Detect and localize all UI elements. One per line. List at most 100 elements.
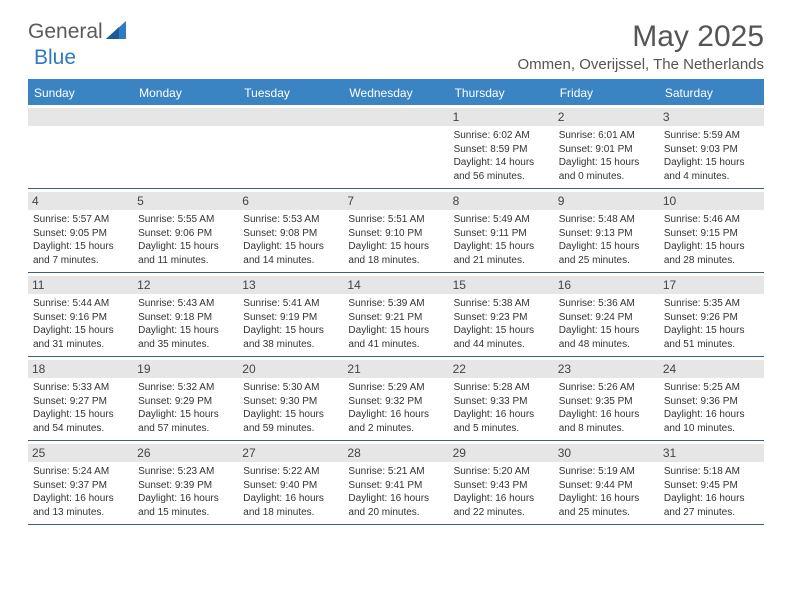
day-info: Sunrise: 6:02 AMSunset: 8:59 PMDaylight:… [454, 129, 549, 183]
day-info: Sunrise: 5:49 AMSunset: 9:11 PMDaylight:… [454, 213, 549, 267]
day-cell [28, 105, 133, 189]
day-number-empty [343, 108, 448, 126]
day-cell: 23Sunrise: 5:26 AMSunset: 9:35 PMDayligh… [554, 357, 659, 441]
day-info: Sunrise: 5:32 AMSunset: 9:29 PMDaylight:… [138, 381, 233, 435]
day-cell [238, 105, 343, 189]
logo-text-general: General [28, 20, 103, 44]
dow-sunday: Sunday [28, 81, 133, 105]
dow-friday: Friday [554, 81, 659, 105]
logo-triangle-icon [106, 21, 126, 44]
day-number: 23 [554, 360, 659, 378]
day-cell: 14 Sunrise: 5:39 AMSunset: 9:21 PMDayligh… [343, 273, 448, 357]
day-info: Sunrise: 5:22 AMSunset: 9:40 PMDaylight:… [243, 465, 338, 519]
day-cell: 8 Sunrise: 5:49 AMSunset: 9:11 PMDaylight… [449, 189, 554, 273]
day-info: Sunrise: 5:20 AMSunset: 9:43 PMDaylight:… [454, 465, 549, 519]
day-cell: 26 Sunrise: 5:23 AMSunset: 9:39 PMDayligh… [133, 441, 238, 525]
day-cell: 18Sunrise: 5:33 AMSunset: 9:27 PMDayligh… [28, 357, 133, 441]
day-cell: 13 Sunrise: 5:41 AMSunset: 9:19 PMDayligh… [238, 273, 343, 357]
day-number: 2 [554, 108, 659, 126]
day-cell: 24 Sunrise: 5:25 AMSunset: 9:36 PMDayligh… [659, 357, 764, 441]
day-info: Sunrise: 5:29 AMSunset: 9:32 PMDaylight:… [348, 381, 443, 435]
day-number: 4 [28, 192, 133, 210]
calendar: SundayMondayTuesdayWednesdayThursdayFrid… [28, 79, 764, 525]
day-cell: 27 Sunrise: 5:22 AMSunset: 9:40 PMDayligh… [238, 441, 343, 525]
day-cell: 22 Sunrise: 5:28 AMSunset: 9:33 PMDayligh… [449, 357, 554, 441]
title-block: May 2025 Ommen, Overijssel, The Netherla… [518, 20, 764, 73]
day-cell: 4Sunrise: 5:57 AMSunset: 9:05 PMDaylight… [28, 189, 133, 273]
day-info: Sunrise: 5:59 AMSunset: 9:03 PMDaylight:… [664, 129, 759, 183]
day-number: 17 [659, 276, 764, 294]
day-info: Sunrise: 5:46 AMSunset: 9:15 PMDaylight:… [664, 213, 759, 267]
day-number: 16 [554, 276, 659, 294]
day-number-empty [28, 108, 133, 126]
week-row: 18Sunrise: 5:33 AMSunset: 9:27 PMDayligh… [28, 357, 764, 441]
day-info: Sunrise: 5:35 AMSunset: 9:26 PMDaylight:… [664, 297, 759, 351]
day-cell: 21 Sunrise: 5:29 AMSunset: 9:32 PMDayligh… [343, 357, 448, 441]
week-row: 1 Sunrise: 6:02 AMSunset: 8:59 PMDaylight… [28, 105, 764, 189]
day-info: Sunrise: 5:23 AMSunset: 9:39 PMDaylight:… [138, 465, 233, 519]
logo-text-blue: Blue [34, 46, 76, 70]
day-cell: 11Sunrise: 5:44 AMSunset: 9:16 PMDayligh… [28, 273, 133, 357]
day-number: 11 [28, 276, 133, 294]
day-cell: 2 Sunrise: 6:01 AMSunset: 9:01 PMDaylight… [554, 105, 659, 189]
day-number: 15 [449, 276, 554, 294]
day-number: 21 [343, 360, 448, 378]
day-info: Sunrise: 5:43 AMSunset: 9:18 PMDaylight:… [138, 297, 233, 351]
day-number: 25 [28, 444, 133, 462]
day-number: 18 [28, 360, 133, 378]
day-info: Sunrise: 5:30 AMSunset: 9:30 PMDaylight:… [243, 381, 338, 435]
day-info: Sunrise: 6:01 AMSunset: 9:01 PMDaylight:… [559, 129, 654, 183]
day-number: 12 [133, 276, 238, 294]
day-number: 14 [343, 276, 448, 294]
day-number: 24 [659, 360, 764, 378]
day-info: Sunrise: 5:55 AMSunset: 9:06 PMDaylight:… [138, 213, 233, 267]
day-cell: 31Sunrise: 5:18 AMSunset: 9:45 PMDayligh… [659, 441, 764, 525]
day-number: 27 [238, 444, 343, 462]
day-number: 19 [133, 360, 238, 378]
day-number: 8 [449, 192, 554, 210]
day-cell: 20 Sunrise: 5:30 AMSunset: 9:30 PMDayligh… [238, 357, 343, 441]
day-number: 5 [133, 192, 238, 210]
day-number-empty [133, 108, 238, 126]
day-info: Sunrise: 5:51 AMSunset: 9:10 PMDaylight:… [348, 213, 443, 267]
dow-wednesday: Wednesday [343, 81, 448, 105]
day-number-empty [238, 108, 343, 126]
day-cell: 1 Sunrise: 6:02 AMSunset: 8:59 PMDaylight… [449, 105, 554, 189]
day-number: 28 [343, 444, 448, 462]
day-number: 30 [554, 444, 659, 462]
day-cell: 10 Sunrise: 5:46 AMSunset: 9:15 PMDayligh… [659, 189, 764, 273]
day-info: Sunrise: 5:21 AMSunset: 9:41 PMDaylight:… [348, 465, 443, 519]
day-cell: 9 Sunrise: 5:48 AMSunset: 9:13 PMDaylight… [554, 189, 659, 273]
day-number: 20 [238, 360, 343, 378]
day-info: Sunrise: 5:18 AMSunset: 9:45 PMDaylight:… [664, 465, 759, 519]
week-row: 11Sunrise: 5:44 AMSunset: 9:16 PMDayligh… [28, 273, 764, 357]
dow-monday: Monday [133, 81, 238, 105]
week-row: 4Sunrise: 5:57 AMSunset: 9:05 PMDaylight… [28, 189, 764, 273]
day-number: 9 [554, 192, 659, 210]
day-info: Sunrise: 5:39 AMSunset: 9:21 PMDaylight:… [348, 297, 443, 351]
dow-row: SundayMondayTuesdayWednesdayThursdayFrid… [28, 81, 764, 105]
day-number: 13 [238, 276, 343, 294]
day-info: Sunrise: 5:36 AMSunset: 9:24 PMDaylight:… [559, 297, 654, 351]
logo: General [28, 20, 129, 44]
day-number: 26 [133, 444, 238, 462]
day-info: Sunrise: 5:48 AMSunset: 9:13 PMDaylight:… [559, 213, 654, 267]
day-number: 22 [449, 360, 554, 378]
day-info: Sunrise: 5:28 AMSunset: 9:33 PMDaylight:… [454, 381, 549, 435]
header: General May 2025 Ommen, Overijssel, The … [28, 20, 764, 73]
day-info: Sunrise: 5:41 AMSunset: 9:19 PMDaylight:… [243, 297, 338, 351]
day-cell: 29Sunrise: 5:20 AMSunset: 9:43 PMDayligh… [449, 441, 554, 525]
month-title: May 2025 [518, 20, 764, 54]
day-info: Sunrise: 5:53 AMSunset: 9:08 PMDaylight:… [243, 213, 338, 267]
day-number: 10 [659, 192, 764, 210]
dow-saturday: Saturday [659, 81, 764, 105]
day-number: 3 [659, 108, 764, 126]
week-row: 25Sunrise: 5:24 AMSunset: 9:37 PMDayligh… [28, 441, 764, 525]
day-cell: 15Sunrise: 5:38 AMSunset: 9:23 PMDayligh… [449, 273, 554, 357]
day-cell: 30Sunrise: 5:19 AMSunset: 9:44 PMDayligh… [554, 441, 659, 525]
day-info: Sunrise: 5:25 AMSunset: 9:36 PMDaylight:… [664, 381, 759, 435]
day-cell: 19 Sunrise: 5:32 AMSunset: 9:29 PMDayligh… [133, 357, 238, 441]
day-number: 1 [449, 108, 554, 126]
day-cell [133, 105, 238, 189]
day-cell: 25Sunrise: 5:24 AMSunset: 9:37 PMDayligh… [28, 441, 133, 525]
